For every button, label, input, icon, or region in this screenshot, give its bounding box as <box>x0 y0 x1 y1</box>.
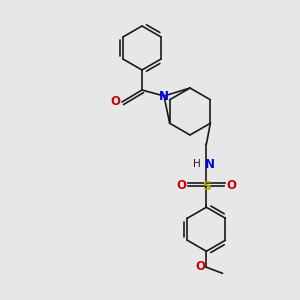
Text: H: H <box>194 159 201 169</box>
Text: N: N <box>206 158 215 171</box>
Text: O: O <box>226 179 236 192</box>
Text: N: N <box>159 89 169 103</box>
Text: O: O <box>195 260 206 273</box>
Text: S: S <box>202 180 211 193</box>
Text: O: O <box>176 179 186 192</box>
Text: O: O <box>110 94 121 107</box>
